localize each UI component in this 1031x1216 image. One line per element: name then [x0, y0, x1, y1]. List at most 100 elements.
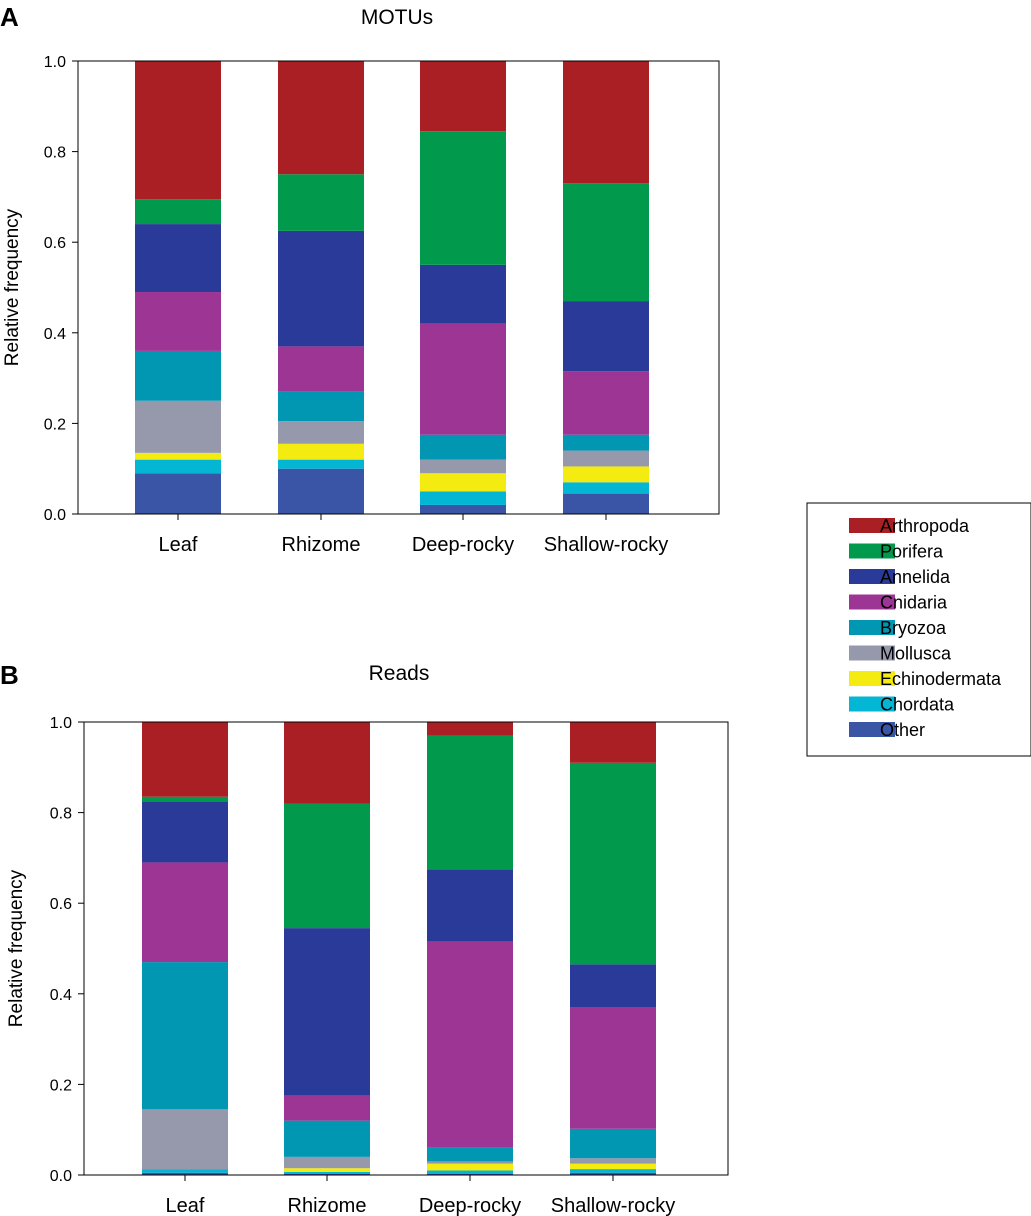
bar-rhizome-annelida [278, 230, 364, 347]
bar-rhizome-other [278, 468, 364, 514]
bar-shallow-rocky-cnidaria [570, 1007, 656, 1129]
legend-label-porifera: Porifera [880, 542, 944, 562]
y-axis-label: Relative frequency [6, 869, 27, 1027]
bar-shallow-rocky-chordata [563, 482, 649, 494]
bar-shallow-rocky-porifera [570, 762, 656, 965]
bar-shallow-rocky-mollusca [570, 1158, 656, 1164]
bar-shallow-rocky-echinodermata [563, 466, 649, 483]
bar-rhizome-porifera [278, 174, 364, 231]
legend-swatch-other [849, 722, 895, 737]
x-tick-label: Rhizome [288, 1195, 367, 1216]
bar-deep-rocky-mollusca [420, 459, 506, 474]
bar-deep-rocky-chordata [420, 491, 506, 505]
bar-rhizome-chordata [278, 459, 364, 469]
bar-rhizome-echinodermata [284, 1168, 370, 1172]
bar-shallow-rocky-other [563, 493, 649, 514]
y-tick-label: 0.8 [50, 806, 72, 823]
bar-shallow-rocky-echinodermata [570, 1163, 656, 1170]
bar-shallow-rocky-mollusca [563, 450, 649, 467]
y-tick-label: 0.8 [44, 145, 66, 162]
plot-frame [83, 721, 729, 1176]
bar-shallow-rocky-annelida [563, 301, 649, 372]
bar-rhizome-bryozoa [278, 391, 364, 422]
bar-rhizome-porifera [284, 803, 370, 929]
bar-leaf-chordata [135, 459, 221, 474]
bar-rhizome-arthropoda [284, 722, 370, 804]
y-tick-label: 0.0 [44, 507, 66, 524]
legend: Arthropoda Porifera Annelida Cnidaria Bryozo… [806, 502, 1031, 757]
bar-shallow-rocky-bryozoa [570, 1128, 656, 1159]
y-tick-label: 0.0 [50, 1168, 72, 1185]
bar-deep-rocky-arthropoda [427, 722, 513, 736]
y-tick-label: 1.0 [44, 54, 66, 71]
panel-b-letter: B [0, 660, 19, 690]
bar-rhizome-arthropoda [278, 61, 364, 175]
bar-shallow-rocky-arthropoda [563, 61, 649, 184]
panel-a-letter: A [0, 2, 19, 32]
bar-deep-rocky-echinodermata [420, 473, 506, 492]
x-tick-label: Leaf [159, 534, 198, 556]
bar-shallow-rocky-arthropoda [570, 722, 656, 763]
bar-leaf-arthropoda [135, 61, 221, 200]
x-tick-label: Deep-rocky [412, 534, 514, 556]
bar-deep-rocky-arthropoda [420, 61, 506, 132]
bar-deep-rocky-porifera [427, 735, 513, 870]
y-tick-label: 0.6 [50, 896, 72, 913]
bar-leaf-annelida [135, 224, 221, 293]
bar-leaf-other [135, 473, 221, 514]
legend-swatch-porifera [849, 543, 895, 559]
bar-deep-rocky-other [420, 504, 506, 514]
legend-label-echinodermata: Echinodermata [880, 669, 1002, 689]
y-tick-label: 1.0 [50, 715, 72, 732]
legend-swatch-bryozoa [849, 620, 895, 635]
bar-rhizome-cnidaria [278, 346, 364, 392]
legend-items: Arthropoda Porifera Annelida Cnidaria Bryozo… [849, 516, 1002, 740]
legend-swatch-mollusca [849, 645, 895, 661]
legend-box [806, 502, 1031, 757]
bar-deep-rocky-chordata [427, 1170, 513, 1174]
legend-label-cnidaria: Cnidaria [880, 593, 948, 613]
plot-frame [77, 60, 720, 515]
panel-b-title: Reads [369, 662, 430, 685]
bar-rhizome-annelida [284, 928, 370, 1096]
bar-leaf-annelida [142, 801, 228, 863]
y-tick-label: 0.2 [44, 416, 66, 433]
bar-rhizome-other [284, 1173, 370, 1175]
bar-rhizome-echinodermata [278, 443, 364, 460]
legend-label-bryozoa: Bryozoa [880, 618, 947, 638]
bar-leaf-bryozoa [142, 962, 228, 1110]
bar-leaf-cnidaria [142, 862, 228, 963]
legend-label-mollusca: Mollusca [880, 644, 952, 664]
legend-label-annelida: Annelida [880, 567, 951, 587]
bar-leaf-other [142, 1172, 228, 1175]
bar-rhizome-bryozoa [284, 1120, 370, 1157]
bar-deep-rocky-other [427, 1173, 513, 1175]
bar-rhizome-cnidaria [284, 1095, 370, 1121]
bar-rhizome-mollusca [284, 1156, 370, 1169]
panel-b: B Reads 0.0 0.2 0.4 0.6 0.8 1.0 Leaf Rhizome Dee… [0, 660, 729, 1216]
bar-shallow-rocky-cnidaria [563, 371, 649, 435]
y-tick-label: 0.2 [50, 1077, 72, 1094]
bar-leaf-mollusca [135, 400, 221, 453]
bar-leaf-chordata [142, 1169, 228, 1173]
legend-swatch-chordata [849, 696, 895, 712]
bar-shallow-rocky-bryozoa [563, 434, 649, 451]
legend-label-chordata: Chordata [880, 695, 955, 715]
bar-leaf-arthropoda [142, 722, 228, 797]
y-tick-label: 0.6 [44, 235, 66, 252]
legend-swatch-cnidaria [849, 594, 895, 610]
panel-b-plot: 0.0 0.2 0.4 0.6 0.8 1.0 Leaf Rhizome Deep-rocky S… [6, 715, 729, 1216]
bar-deep-rocky-cnidaria [427, 941, 513, 1148]
y-axis-label: Relative frequency [2, 208, 23, 366]
panel-a: A MOTUs 0.0 0.2 0.4 0.6 0.8 1.0 Leaf Rhizome Dee… [0, 2, 720, 556]
bar-leaf-porifera [142, 796, 228, 802]
legend-label-other: Other [880, 720, 925, 740]
bar-deep-rocky-annelida [427, 869, 513, 942]
bar-deep-rocky-cnidaria [420, 323, 506, 435]
x-tick-label: Shallow-rocky [551, 1195, 675, 1216]
bar-leaf-bryozoa [135, 350, 221, 401]
bar-shallow-rocky-chordata [570, 1169, 656, 1173]
legend-swatch-arthropoda [849, 518, 895, 533]
bar-deep-rocky-mollusca [427, 1161, 513, 1164]
